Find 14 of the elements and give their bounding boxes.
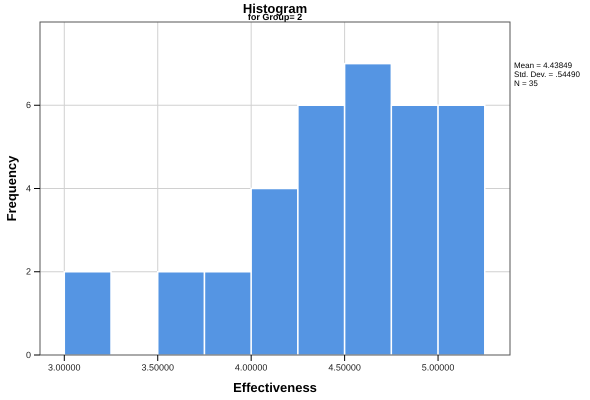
y-tick-label: 6 bbox=[26, 100, 31, 110]
text: N = 35 bbox=[514, 79, 538, 88]
y-tick-label: 0 bbox=[26, 350, 31, 360]
x-tick-label: 4.00000 bbox=[234, 362, 268, 372]
x-tick-label: 5.00000 bbox=[422, 362, 454, 372]
x-axis-title: Effectiveness bbox=[233, 380, 317, 395]
x-tick-label: 3.50000 bbox=[141, 362, 174, 372]
y-tick-label: 4 bbox=[26, 183, 31, 194]
text: Mean = 4.43849 bbox=[514, 61, 573, 70]
x-tick-label: 4.50000 bbox=[328, 362, 361, 372]
x-tick-label: 3.00000 bbox=[48, 362, 81, 372]
y-tick-label: 2 bbox=[26, 266, 31, 277]
text: Std. Dev. = .54490 bbox=[514, 70, 580, 79]
y-axis-title: Frequency bbox=[4, 154, 19, 222]
